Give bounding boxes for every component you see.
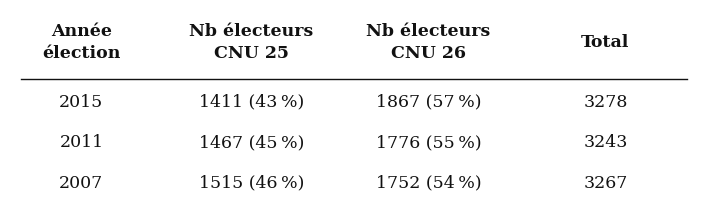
- Text: 1867 (57 %): 1867 (57 %): [375, 94, 481, 111]
- Text: Année
élection: Année élection: [42, 23, 120, 62]
- Text: Nb électeurs
CNU 26: Nb électeurs CNU 26: [366, 23, 491, 62]
- Text: 1411 (43 %): 1411 (43 %): [199, 94, 304, 111]
- Text: 3278: 3278: [583, 94, 627, 111]
- Text: 3267: 3267: [583, 175, 627, 192]
- Text: 3243: 3243: [583, 134, 627, 151]
- Text: 2015: 2015: [59, 94, 103, 111]
- Text: 2007: 2007: [59, 175, 103, 192]
- Text: Nb électeurs
CNU 25: Nb électeurs CNU 25: [189, 23, 314, 62]
- Text: 1752 (54 %): 1752 (54 %): [375, 175, 481, 192]
- Text: 1515 (46 %): 1515 (46 %): [199, 175, 304, 192]
- Text: 1776 (55 %): 1776 (55 %): [375, 134, 481, 151]
- Text: 1467 (45 %): 1467 (45 %): [199, 134, 304, 151]
- Text: Total: Total: [581, 34, 629, 51]
- Text: 2011: 2011: [59, 134, 103, 151]
